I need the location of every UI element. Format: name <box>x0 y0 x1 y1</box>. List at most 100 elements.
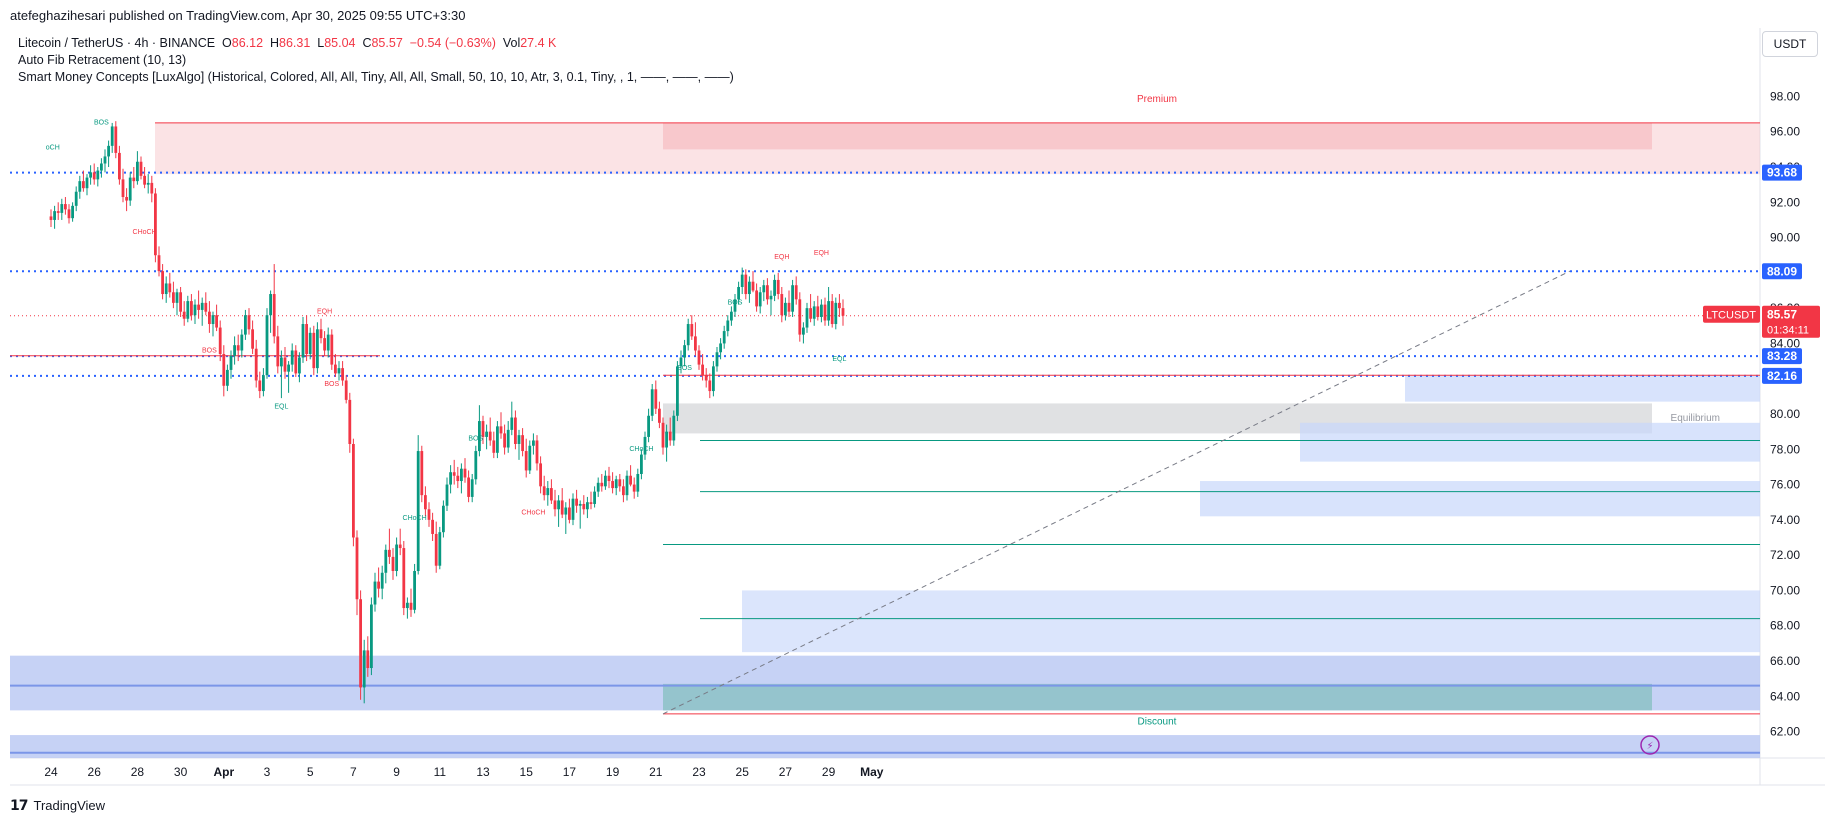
lightning-glyph: ⚡ <box>1646 741 1653 752</box>
candle-body <box>690 324 694 337</box>
close-label: C <box>362 36 372 50</box>
candle-body <box>640 454 643 474</box>
candle-body <box>683 345 686 358</box>
candle-body <box>823 304 827 321</box>
candle-body <box>769 295 773 300</box>
candle-body <box>103 156 107 164</box>
candle-body <box>287 364 290 372</box>
candle-body <box>776 279 780 295</box>
indicator-smc[interactable]: Smart Money Concepts [LuxAlgo] (Historic… <box>18 70 734 84</box>
candle-body <box>553 500 557 510</box>
symbol-title[interactable]: Litecoin / TetherUS · 4h · BINANCE <box>18 36 216 50</box>
candle-body <box>366 650 370 669</box>
indicator-fib[interactable]: Auto Fib Retracement (10, 13) <box>18 53 187 67</box>
candle-body <box>395 544 398 572</box>
premium-inner-zone <box>663 122 1652 150</box>
candle-body <box>402 548 406 609</box>
candle-body <box>262 375 265 392</box>
symbol-badge-text: LTCUSDT <box>1706 310 1756 322</box>
high-value: 86.31 <box>279 36 311 50</box>
candle-body <box>827 301 830 321</box>
tradingview-logo[interactable]: 𝟭𝟳 TradingView <box>10 797 105 814</box>
candle-body <box>312 332 316 369</box>
ob-zone-1 <box>1300 422 1760 462</box>
price-tick-label: 92.00 <box>1770 195 1800 209</box>
candle-body <box>712 366 715 392</box>
tradingview-logo-icon: 𝟭𝟳 <box>10 797 29 813</box>
open-label: O <box>222 36 232 50</box>
candle-body <box>100 163 103 171</box>
candle-body <box>442 505 445 533</box>
candle-body <box>258 380 262 392</box>
candle-body <box>820 304 823 317</box>
candle-body <box>272 294 276 337</box>
time-tick-label: 27 <box>779 765 793 779</box>
time-tick-label: 28 <box>131 765 145 779</box>
currency-button[interactable]: USDT <box>1762 31 1818 57</box>
candle-body <box>762 285 766 293</box>
candle-body <box>517 435 521 444</box>
candle-body <box>305 324 308 355</box>
candle-body <box>323 338 326 351</box>
candle-body <box>661 422 665 448</box>
candle-body <box>427 509 431 520</box>
candle-body <box>330 334 334 365</box>
candle-body <box>370 604 373 669</box>
candle-body <box>791 285 794 312</box>
candle-body <box>676 366 679 416</box>
candle-body <box>197 304 200 310</box>
candle-body <box>373 581 377 605</box>
price-tick-label: 72.00 <box>1770 548 1800 562</box>
smc-label: EQL <box>832 356 846 363</box>
lower-discount-zone <box>10 735 1760 758</box>
fib-diagonal <box>662 270 1571 715</box>
candle-body <box>67 209 71 219</box>
price-tick-label: 84.00 <box>1770 336 1800 350</box>
candle-body <box>668 431 672 441</box>
candle-body <box>226 369 229 386</box>
candle-body <box>150 182 154 194</box>
candle-body <box>521 435 524 452</box>
candle-body <box>290 350 294 365</box>
candle-body <box>380 572 384 589</box>
candle-body <box>406 602 409 609</box>
time-tick-label: 9 <box>393 765 400 779</box>
time-tick-label: 7 <box>350 765 357 779</box>
candle-body <box>211 315 215 325</box>
smc-label: EQL <box>274 404 288 411</box>
candle-body <box>74 191 78 206</box>
price-level-text: 88.09 <box>1767 264 1797 278</box>
candle-body <box>643 436 647 455</box>
candle-body <box>604 475 607 487</box>
candle-body <box>730 311 733 321</box>
candle-body <box>560 500 564 515</box>
candle-body <box>146 182 150 185</box>
price-level-badge <box>1762 164 1802 181</box>
candle-body <box>132 177 136 182</box>
candle-body <box>251 329 254 349</box>
time-tick-label: 24 <box>44 765 58 779</box>
price-tick-label: 78.00 <box>1770 442 1800 456</box>
candle-body <box>744 274 748 295</box>
candle-body <box>596 482 600 492</box>
low-label: L <box>317 36 325 50</box>
candle-body <box>463 468 467 478</box>
candle-body <box>121 179 125 198</box>
candle-body <box>571 498 575 520</box>
candle-body <box>222 354 226 386</box>
price-level-badge <box>1762 367 1802 384</box>
candle-body <box>240 334 244 351</box>
candle-body <box>748 281 751 295</box>
candle-body <box>665 431 668 448</box>
candle-body <box>492 440 496 453</box>
candle-body <box>650 389 654 416</box>
candle-body <box>758 292 762 307</box>
candle-body <box>528 445 532 471</box>
candle-body <box>773 279 776 296</box>
candle-body <box>341 368 344 381</box>
candle-body <box>89 172 92 178</box>
candle-body <box>726 320 730 332</box>
candle-body <box>233 345 236 356</box>
candle-body <box>413 571 416 610</box>
